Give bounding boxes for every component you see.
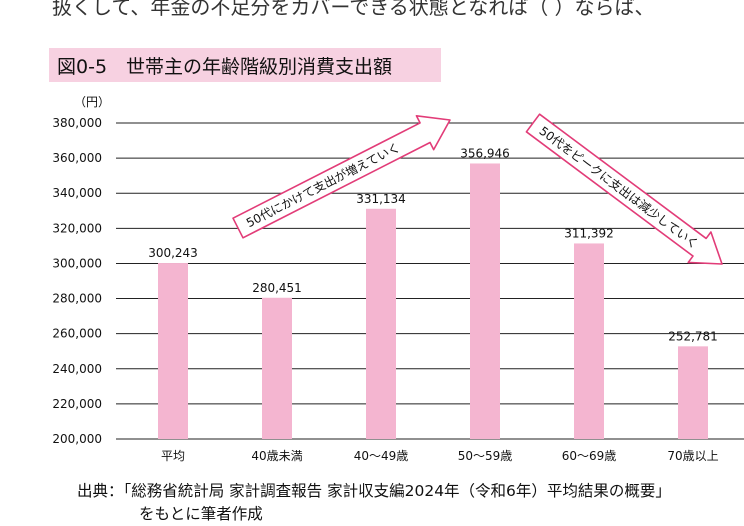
value-label: 356,946 xyxy=(460,146,510,160)
bars xyxy=(158,163,708,439)
y-tick-label: 340,000 xyxy=(52,186,102,200)
y-tick-label: 360,000 xyxy=(52,151,102,165)
x-tick-label: 40～49歳 xyxy=(354,449,409,463)
x-tick-label: 50～59歳 xyxy=(458,449,513,463)
bar-chart: 200,000 220,000 240,000 260,000 280,000 300,0… xyxy=(52,95,744,463)
value-label: 331,134 xyxy=(356,192,406,206)
source-line-2: をもとに筆者作成 xyxy=(139,505,263,523)
bar xyxy=(574,243,604,439)
value-label: 252,781 xyxy=(668,329,718,343)
bar xyxy=(470,163,500,439)
y-tick-label: 200,000 xyxy=(52,432,102,446)
value-label: 311,392 xyxy=(564,226,614,240)
source-line-1: 出典：「総務省統計局 家計調査報告 家計収支編2024年（令和6年）平均結果の概… xyxy=(77,482,671,500)
top-body-text: 扱くして、年金の不足分をカバーできる状態となれば（ ）ならば、 xyxy=(52,0,655,19)
x-tick-label: 平均 xyxy=(161,449,185,463)
bar xyxy=(366,208,396,439)
figure-title-banner: 図0-5 世帯主の年齢階級別消費支出額 xyxy=(49,48,441,82)
gridlines xyxy=(116,122,744,440)
y-tick-label: 300,000 xyxy=(52,256,102,270)
arrow-shape xyxy=(232,114,451,239)
y-tick-label: 380,000 xyxy=(52,116,102,130)
annotation-arrow: 50代にかけて支出が増えていく xyxy=(232,114,451,239)
annotation-text: 50代をピークに支出は減少していく xyxy=(537,123,702,252)
value-labels: 300,243 280,451 331,134 356,946 311,392 252,7… xyxy=(148,146,718,343)
x-tick-label: 40歳未満 xyxy=(251,449,302,463)
x-tick-label: 70歳以上 xyxy=(667,449,718,463)
y-tick-label: 260,000 xyxy=(52,327,102,341)
y-tick-label: 280,000 xyxy=(52,292,102,306)
x-tick-label: 60～69歳 xyxy=(562,449,617,463)
y-axis-unit-label: （円） xyxy=(74,95,110,109)
y-tick-labels: 200,000 220,000 240,000 260,000 280,000 300,0… xyxy=(52,116,102,446)
bar xyxy=(158,263,188,439)
figure-title: 図0-5 世帯主の年齢階級別消費支出額 xyxy=(57,55,393,78)
y-tick-label: 220,000 xyxy=(52,397,102,411)
arrow-shape xyxy=(525,113,723,265)
y-tick-label: 240,000 xyxy=(52,362,102,376)
x-tick-labels: 平均 40歳未満 40～49歳 50～59歳 60～69歳 70歳以上 xyxy=(161,449,719,463)
value-label: 300,243 xyxy=(148,246,198,260)
bar xyxy=(678,346,708,439)
bar xyxy=(262,297,292,439)
source-note: 出典：「総務省統計局 家計調査報告 家計収支編2024年（令和6年）平均結果の概… xyxy=(77,480,737,526)
y-tick-label: 320,000 xyxy=(52,221,102,235)
value-label: 280,451 xyxy=(252,281,302,295)
